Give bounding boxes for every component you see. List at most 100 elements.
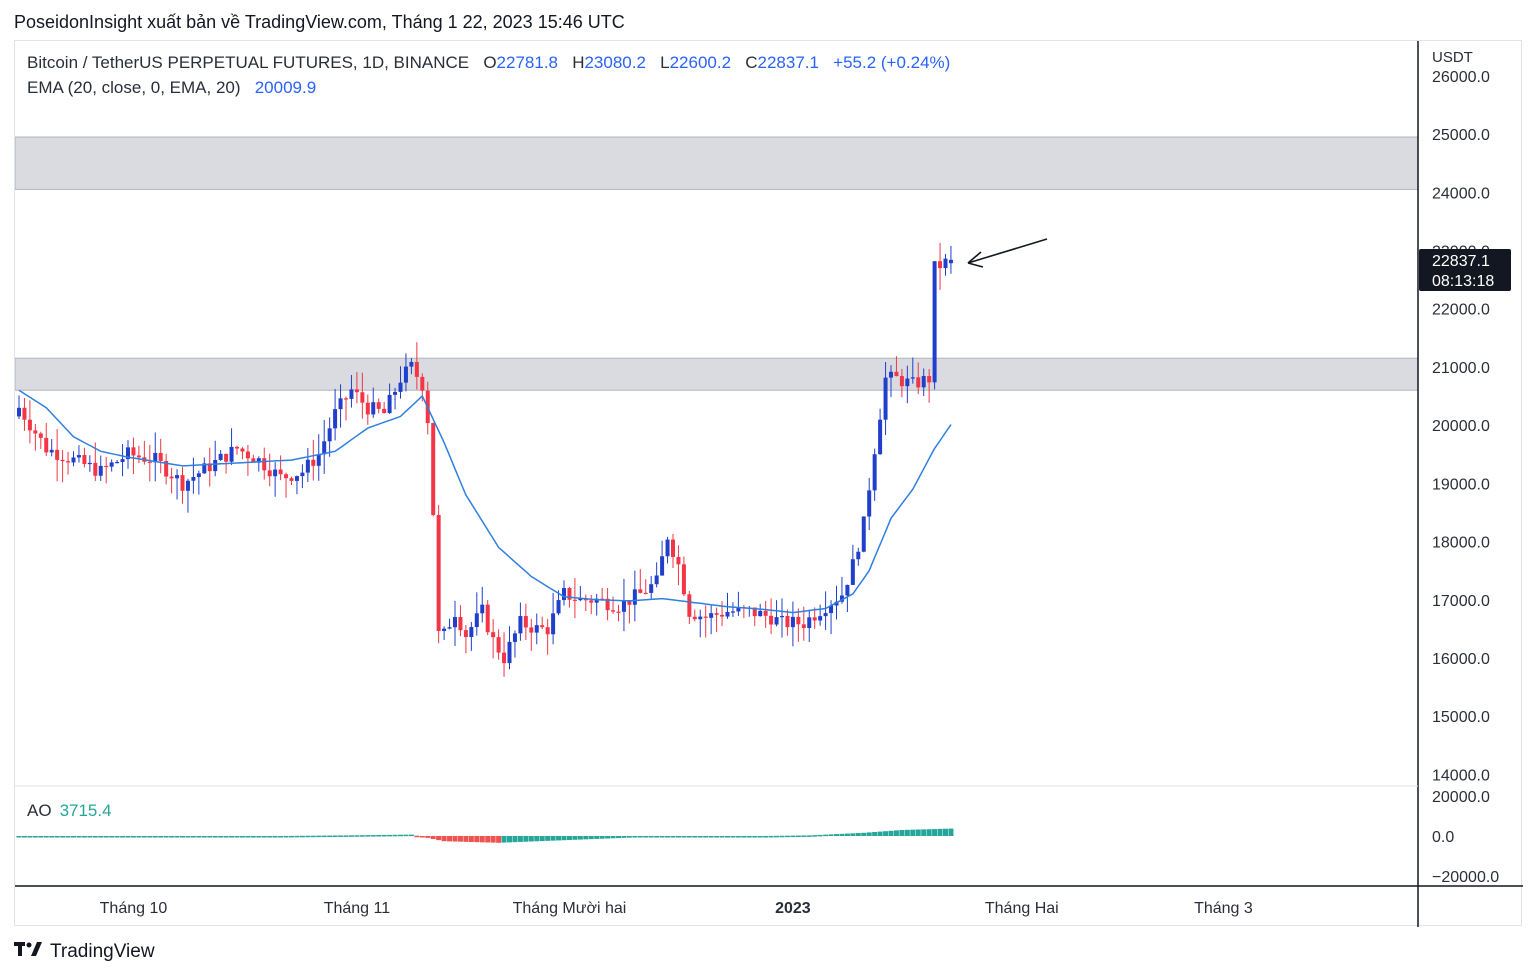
ao-label[interactable]: AO — [27, 801, 52, 820]
ao-bar — [381, 834, 387, 837]
ao-bar — [327, 835, 333, 838]
ao-bar — [103, 836, 109, 838]
ao-bar — [158, 836, 164, 838]
candle-down — [55, 449, 60, 460]
candle-up — [300, 472, 305, 477]
price-tick-label: 17000.0 — [1432, 593, 1490, 610]
candle-down — [801, 624, 806, 629]
candle-up — [98, 465, 103, 476]
ao-bar — [932, 829, 938, 836]
ao-bar — [752, 836, 758, 838]
ao-bar — [87, 836, 93, 838]
low-value: 22600.2 — [669, 53, 732, 72]
ao-bar — [201, 836, 207, 838]
candle-down — [894, 371, 899, 377]
candle-down — [147, 461, 152, 463]
ao-bar — [299, 835, 305, 838]
ao-bar — [114, 836, 120, 838]
ao-bar — [60, 836, 66, 838]
ao-bar — [763, 835, 769, 838]
ao-bar — [408, 834, 414, 837]
candle-down — [812, 617, 817, 621]
ao-bar — [452, 836, 458, 842]
candle-down — [27, 419, 32, 431]
candle-down — [180, 475, 185, 491]
candle-up — [175, 475, 180, 479]
ao-bar — [174, 836, 180, 838]
change-value: +55.2 (+0.24%) — [833, 53, 951, 72]
ema-label[interactable]: EMA (20, close, 0, EMA, 20) — [27, 78, 241, 97]
close-label: C — [745, 53, 758, 72]
ema-legend: EMA (20, close, 0, EMA, 20) 20009.9 — [27, 78, 316, 98]
candle-up — [872, 454, 877, 491]
last-price-box — [1419, 249, 1511, 292]
open-label: O — [483, 53, 497, 72]
candle-down — [262, 458, 267, 471]
candle-up — [387, 394, 392, 414]
ao-bar — [141, 836, 147, 838]
ao-bar — [332, 835, 338, 837]
ao-bar — [468, 836, 474, 842]
ao-bar — [403, 834, 409, 837]
chart-frame[interactable]: 26000.025000.024000.023000.022000.021000… — [14, 40, 1523, 927]
candle-up — [562, 588, 566, 601]
candle-up — [551, 613, 556, 635]
ao-bar — [229, 836, 235, 838]
tradingview-brand[interactable]: TradingView — [14, 940, 155, 964]
ao-bar — [272, 836, 278, 838]
candle-up — [442, 628, 447, 632]
candle-up — [725, 611, 730, 617]
candle-down — [360, 392, 365, 403]
candle-down — [33, 430, 38, 434]
candle-down — [523, 616, 528, 628]
ao-bar — [588, 836, 594, 840]
ao-bar — [54, 836, 60, 838]
candle-down — [158, 452, 163, 461]
candle-up — [839, 595, 844, 602]
candle-up — [153, 452, 158, 463]
candle-up — [921, 376, 926, 388]
countdown-label: 08:13:18 — [1432, 273, 1494, 290]
ao-bar — [289, 835, 294, 838]
ao-bar — [534, 836, 540, 842]
candle-down — [605, 598, 610, 611]
chart-svg[interactable]: 26000.025000.024000.023000.022000.021000… — [15, 41, 1523, 927]
candle-up — [256, 458, 261, 463]
candle-up — [196, 473, 201, 478]
ao-bar — [910, 829, 916, 836]
ao-bar — [806, 835, 812, 837]
candle-up — [807, 617, 812, 629]
ao-bar — [893, 830, 899, 836]
ao-bar — [539, 836, 545, 842]
candle-down — [485, 604, 490, 633]
candle-down — [796, 616, 801, 625]
resistance-zone-1 — [15, 357, 1419, 391]
candle-up — [889, 371, 893, 378]
ao-bar — [861, 832, 867, 836]
ao-bar — [283, 835, 289, 838]
candle-down — [131, 447, 136, 456]
ao-bar — [610, 836, 616, 839]
ao-bar — [866, 832, 872, 836]
candle-up — [905, 378, 910, 387]
time-tick-label: Tháng 10 — [100, 900, 168, 917]
ao-bar — [632, 836, 638, 838]
candle-up — [49, 449, 54, 453]
time-tick-label: Tháng 3 — [1194, 900, 1253, 917]
candle-up — [316, 454, 321, 466]
candle-down — [545, 627, 550, 635]
candle-up — [534, 625, 539, 633]
candle-up — [338, 398, 343, 410]
ao-bar — [163, 836, 169, 838]
ao-bar — [670, 836, 676, 838]
candle-up — [861, 516, 866, 552]
ao-bar — [523, 836, 529, 842]
candle-down — [60, 459, 65, 462]
ao-bar — [354, 835, 360, 837]
candle-down — [643, 592, 648, 595]
ao-bar — [392, 834, 398, 837]
symbol-name[interactable]: Bitcoin / TetherUS PERPETUAL FUTURES, 1D… — [27, 53, 470, 72]
ao-bar — [626, 836, 632, 838]
candle-up — [758, 610, 763, 617]
ao-bar — [719, 836, 725, 838]
